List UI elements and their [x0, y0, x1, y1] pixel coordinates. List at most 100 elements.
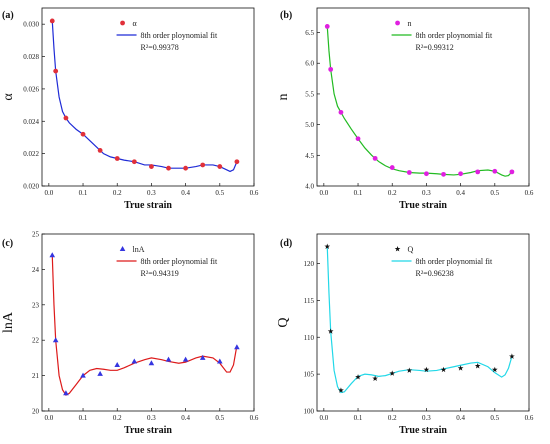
x-tick-label: 0.6 — [250, 414, 259, 422]
y-tick-label: 0.022 — [23, 150, 39, 158]
r-squared-label: R²=0.96238 — [416, 269, 454, 278]
x-tick-label: 0.4 — [181, 189, 190, 197]
x-tick-label: 0.5 — [490, 189, 499, 197]
data-point — [63, 115, 69, 121]
x-tick-label: 0.4 — [181, 414, 190, 422]
data-point — [53, 68, 59, 74]
data-point — [148, 360, 155, 366]
x-tick-label: 0.3 — [422, 189, 431, 197]
x-tick-label: 0.6 — [525, 414, 534, 422]
y-axis-label: n — [276, 94, 291, 101]
x-tick-label: 0.0 — [319, 414, 328, 422]
data-point — [114, 361, 121, 367]
y-tick-label: 0.028 — [23, 53, 39, 61]
x-tick-label: 0.2 — [113, 189, 122, 197]
y-tick-label: 20 — [32, 408, 40, 416]
data-point — [182, 356, 189, 362]
legend-points-label: lnA — [133, 245, 145, 254]
data-point — [49, 252, 56, 258]
data-point — [324, 243, 331, 249]
x-tick-label: 0.0 — [319, 189, 328, 197]
x-tick-label: 0.4 — [456, 189, 465, 197]
y-tick-label: 6.0 — [305, 60, 314, 68]
y-tick-label: 0.024 — [23, 118, 39, 126]
legend-points-label: α — [133, 19, 138, 28]
data-point — [338, 387, 344, 393]
data-point — [149, 164, 154, 169]
data-point — [440, 366, 447, 373]
x-tick-label: 0.6 — [525, 189, 534, 197]
data-point — [327, 328, 334, 334]
y-tick-label: 0.030 — [23, 21, 39, 29]
x-tick-label: 0.1 — [79, 414, 88, 422]
x-tick-label: 0.5 — [215, 414, 224, 422]
y-axis-label: lnA — [1, 311, 16, 333]
data-point — [80, 131, 86, 137]
legend-marker — [120, 20, 125, 26]
data-point — [458, 171, 464, 177]
y-tick-label: 23 — [32, 301, 40, 309]
chart-panel-a: 0.0 0.1 0.2 0.3 0.4 0.5 0.6 0.020 0.022 0.024 0.02… — [1, 7, 259, 211]
data-point — [114, 156, 120, 161]
data-point — [97, 148, 103, 153]
data-point — [372, 375, 378, 381]
x-axis-label: True strain — [124, 200, 172, 211]
legend-marker — [395, 20, 400, 26]
data-point — [131, 159, 137, 165]
data-point — [355, 136, 361, 142]
data-point — [183, 165, 189, 171]
r-squared-label: R²=0.94319 — [141, 269, 179, 278]
data-point — [217, 358, 223, 364]
data-point — [80, 372, 86, 378]
y-tick-label: 115 — [304, 297, 315, 305]
panel-label: (d) — [280, 238, 292, 249]
y-tick-label: 110 — [304, 334, 315, 342]
y-tick-label: 5.0 — [305, 121, 314, 129]
x-axis-label: True strain — [124, 425, 172, 436]
y-tick-label: 24 — [32, 266, 40, 274]
data-point — [355, 374, 361, 380]
x-tick-label: 0.3 — [147, 189, 156, 197]
y-tick-label: 22 — [32, 337, 40, 345]
data-point — [328, 66, 334, 72]
data-point — [324, 24, 330, 29]
x-tick-label: 0.4 — [456, 414, 465, 422]
data-point — [199, 354, 206, 360]
legend-fit-label: 8th order ploynomial fit — [416, 257, 493, 266]
y-tick-label: 5.5 — [305, 90, 314, 98]
data-point — [200, 162, 206, 168]
data-point — [406, 170, 412, 175]
panel-label: (a) — [2, 10, 14, 21]
y-axis-label: Q — [276, 317, 291, 327]
data-point — [131, 358, 138, 364]
data-point — [165, 356, 172, 362]
y-tick-label: 100 — [304, 408, 315, 416]
data-point — [49, 18, 55, 24]
x-tick-label: 0.1 — [354, 414, 363, 422]
plot-frame — [316, 7, 530, 187]
data-point — [457, 365, 464, 371]
data-point — [424, 171, 429, 177]
r-squared-label: R²=0.99312 — [416, 43, 454, 52]
x-tick-label: 0.2 — [113, 414, 122, 422]
x-axis-label: True strain — [399, 200, 447, 211]
legend-points-label: n — [408, 19, 412, 28]
data-point — [52, 337, 59, 343]
data-point — [234, 344, 240, 350]
legend-fit-label: 8th order ploynomial fit — [416, 31, 493, 40]
panel-label: (c) — [2, 238, 13, 249]
y-tick-label: 6.5 — [305, 29, 314, 37]
data-point — [217, 164, 223, 169]
chart-panel-d: 0.0 0.1 0.2 0.3 0.4 0.5 0.6 100 105 110 115 120 True… — [276, 233, 534, 436]
r-squared-label: R²=0.99378 — [141, 43, 179, 52]
legend-fit-label: 8th order ploynomial fit — [141, 257, 218, 266]
legend-marker — [394, 246, 401, 252]
x-tick-label: 0.1 — [354, 189, 363, 197]
x-tick-label: 0.2 — [388, 189, 397, 197]
y-tick-label: 120 — [304, 260, 315, 268]
x-axis-label: True strain — [399, 425, 447, 436]
data-point — [166, 165, 171, 171]
x-tick-label: 0.2 — [388, 414, 397, 422]
y-tick-label: 0.020 — [23, 183, 39, 191]
